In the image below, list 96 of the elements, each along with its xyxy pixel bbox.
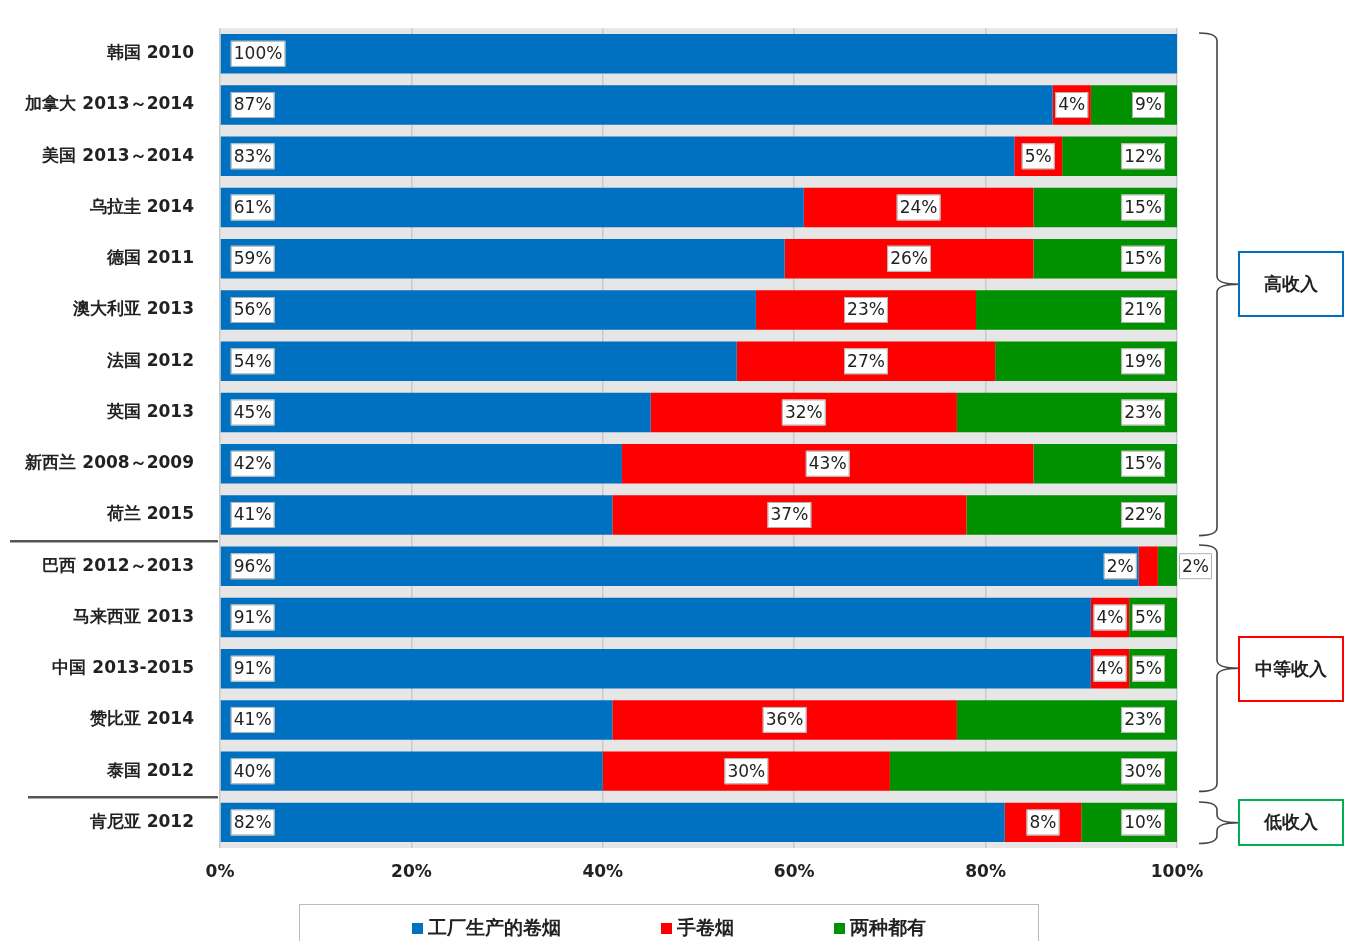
data-label: 4%	[1096, 606, 1124, 627]
x-tick-label: 40%	[582, 860, 624, 881]
bar	[220, 648, 1091, 689]
label-box: 高收入	[1238, 251, 1344, 318]
bar	[650, 392, 957, 433]
data-label: 4%	[1096, 658, 1124, 679]
y-tick-label: 新西兰 2008～2009	[24, 452, 194, 473]
bar	[220, 187, 804, 228]
bar	[612, 700, 957, 740]
data-label: 22%	[1124, 504, 1163, 525]
data-label: 5%	[1135, 658, 1163, 679]
data-label: 36%	[765, 709, 804, 730]
y-tick-label: 加拿大 2013～2014	[24, 93, 195, 114]
data-label: 23%	[1124, 401, 1163, 422]
bar	[220, 136, 1015, 177]
data-label: 87%	[233, 94, 272, 115]
y-tick-label: 泰国 2012	[105, 759, 194, 780]
y-tick-label: 乌拉圭 2014	[88, 195, 195, 216]
x-tick-label: 0%	[205, 860, 235, 881]
y-tick-label: 赞比亚 2014	[88, 708, 195, 729]
bar	[220, 341, 737, 381]
data-label: 2%	[1106, 555, 1134, 576]
y-tick-label: 美国 2013～2014	[41, 144, 195, 165]
bar	[220, 546, 1139, 586]
data-label: 19%	[1124, 350, 1163, 371]
data-label: 41%	[233, 504, 272, 525]
x-tick-label: 80%	[965, 860, 1006, 881]
bar	[220, 34, 1177, 74]
bar	[220, 443, 622, 484]
data-label: 27%	[847, 350, 885, 371]
data-label: 15%	[1124, 196, 1163, 217]
y-tick-label: 巴西 2012～2013	[42, 554, 194, 575]
y-tick-label: 肯尼亚 2012	[88, 810, 194, 831]
y-tick-label: 马来西亚 2013	[72, 605, 194, 626]
legend-label: 两种都有	[849, 915, 926, 940]
bar	[602, 751, 890, 791]
data-label: 10%	[1124, 811, 1163, 832]
data-label: 91%	[233, 606, 272, 627]
x-tick-label: 20%	[391, 860, 432, 881]
bar	[612, 495, 967, 535]
data-label: 5%	[1135, 606, 1163, 627]
x-tick-label: 100%	[1150, 860, 1204, 881]
data-label: 42%	[233, 453, 272, 474]
data-label: 30%	[1124, 760, 1163, 781]
data-label: 2%	[1182, 555, 1209, 576]
bar	[220, 751, 603, 791]
bar	[889, 751, 1177, 791]
y-tick-label: 德国 2011	[105, 247, 194, 268]
x-tick-label: 60%	[773, 860, 815, 881]
data-label: 43%	[808, 453, 847, 474]
data-label: 5%	[1024, 145, 1052, 166]
bar	[220, 802, 1005, 843]
bar	[220, 85, 1053, 125]
y-tick-label: 英国 2013	[105, 400, 194, 421]
data-label: 12%	[1124, 145, 1163, 166]
data-label: 91%	[233, 658, 272, 679]
y-tick-label: 韩国 2010	[105, 42, 195, 63]
bar	[220, 290, 756, 330]
bar	[220, 495, 613, 535]
y-tick-label: 澳大利亚 2013	[71, 298, 194, 319]
data-label: 96%	[233, 555, 272, 576]
data-label: 23%	[847, 299, 885, 320]
bar	[220, 392, 651, 433]
data-label: 37%	[770, 504, 809, 525]
data-label: 24%	[899, 196, 938, 217]
data-label: 45%	[233, 401, 272, 422]
label-box: 中等收入	[1238, 635, 1344, 702]
bar	[736, 341, 996, 381]
y-tick-label: 荷兰 2015	[105, 503, 194, 524]
data-label: 100%	[233, 43, 283, 64]
data-label: 82%	[233, 811, 272, 832]
data-label: 21%	[1124, 299, 1163, 320]
data-label: 26%	[890, 248, 928, 269]
data-label: 30%	[727, 760, 766, 781]
legend-label: 工厂生产的卷烟	[427, 915, 561, 940]
bar	[220, 239, 785, 279]
data-label: 41%	[233, 709, 272, 730]
data-label: 40%	[233, 760, 272, 781]
data-label: 83%	[233, 145, 272, 166]
data-label: 23%	[1124, 709, 1163, 730]
y-tick-label: 中国 2013-2015	[52, 657, 194, 678]
data-label: 9%	[1135, 94, 1163, 115]
data-label: 15%	[1124, 453, 1163, 474]
data-label: 54%	[233, 350, 272, 371]
bar	[621, 443, 1034, 484]
label-box: 低收入	[1238, 798, 1344, 847]
data-label: 32%	[784, 401, 823, 422]
data-label: 61%	[233, 196, 272, 217]
data-label: 4%	[1058, 94, 1086, 115]
data-label: 56%	[233, 299, 272, 320]
data-label: 15%	[1124, 248, 1163, 269]
y-tick-label: 法国 2012	[105, 349, 194, 370]
legend-label: 手卷烟	[676, 915, 734, 940]
bar	[220, 700, 613, 740]
data-label: 8%	[1029, 811, 1057, 832]
data-label: 59%	[233, 248, 272, 269]
